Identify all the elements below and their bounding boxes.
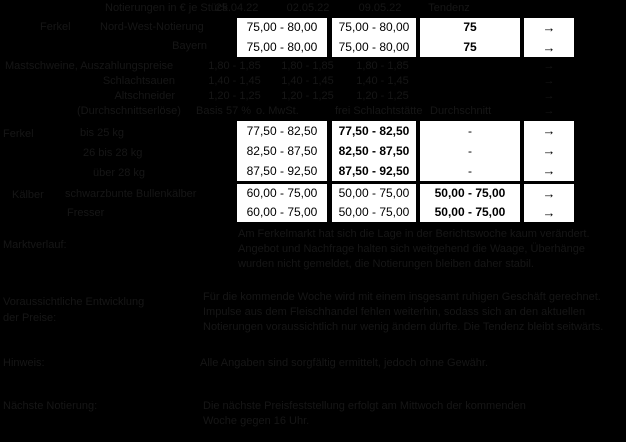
groupA-sublabel: Nord-West-Notierung: [100, 21, 204, 33]
price-value: -: [468, 124, 472, 138]
groupC-trend-box: → → →: [524, 121, 574, 181]
groupB-row3-v2: 1,20 - 1,25: [281, 90, 334, 102]
groupB-row2-v3: 1,40 - 1,45: [356, 75, 409, 87]
groupD-prev-box: 60,00 - 75,00 60,00 - 75,00: [237, 184, 327, 222]
note3-text: Alle Angaben sind sorgfältig ermittelt, …: [200, 357, 489, 369]
note4-label: Nächste Notierung:: [3, 400, 98, 412]
groupB-row2-label: Schlachtsauen: [102, 75, 175, 87]
note2-label-line2: der Preise:: [3, 312, 57, 324]
groupB-row4-v3: frei Schlachtstätte: [335, 105, 423, 117]
price-value: 75,00 - 80,00: [246, 20, 318, 34]
price-value: -: [468, 144, 472, 158]
groupB-row2-v1: 1,40 - 1,45: [208, 75, 261, 87]
groupB-row4-trend: →: [543, 105, 555, 117]
price-value: 75,00 - 80,00: [338, 20, 410, 34]
price-value: 50,00 - 75,00: [338, 205, 410, 219]
groupB-row3-v1: 1,20 - 1,25: [208, 90, 261, 102]
trend-arrow: →: [542, 143, 556, 158]
groupA-prev-box: 75,00 - 80,00 75,00 - 80,00: [237, 18, 327, 57]
groupB-row1-v2: 1,80 - 1,85: [281, 60, 334, 72]
groupC-row2-label: 26 bis 28 kg: [83, 147, 143, 159]
groupC-next-box: - - -: [420, 121, 520, 181]
groupB-row1-v1: 1,80 - 1,85: [208, 60, 261, 72]
price-value: 82,50 - 87,50: [246, 144, 318, 158]
groupC-current-box: 77,50 - 82,50 82,50 - 87,50 87,50 - 92,5…: [332, 121, 416, 181]
header-col-next: 09.05.22: [358, 2, 402, 14]
trend-arrow: →: [542, 163, 556, 178]
groupD-row1-label: schwarzbunte Bullenkälber: [65, 188, 197, 200]
price-value: 87,50 - 92,50: [338, 164, 410, 178]
price-value: 75,00 - 80,00: [246, 39, 318, 54]
header-col-current: 02.05.22: [286, 2, 330, 14]
groupC-row1-label: bis 25 kg: [80, 127, 125, 139]
price-value: 50,00 - 75,00: [434, 186, 506, 200]
note2-text: Für die kommende Woche wird mit einem in…: [203, 291, 604, 333]
groupB-row1-trend: →: [543, 60, 555, 72]
trend-arrow: →: [542, 123, 556, 138]
groupB-row2-v2: 1,40 - 1,45: [281, 75, 334, 87]
groupA-trend-box: → →: [524, 18, 574, 57]
groupA-row2-label: Bayern: [172, 40, 207, 52]
trend-arrow: →: [542, 186, 556, 201]
header-left-label: Notierungen in € je Stück: [105, 2, 228, 14]
price-value: 75: [463, 20, 477, 34]
note1-text: Am Ferkelmarkt hat sich die Lage in der …: [238, 228, 590, 270]
price-value: -: [468, 164, 472, 178]
groupB-row3-trend: →: [543, 90, 555, 102]
groupD-row2-label: Fresser: [67, 207, 105, 219]
groupB-row4-v1: Basis 57 %: [196, 105, 252, 117]
groupC-label: Ferkel: [3, 128, 34, 140]
price-value: 87,50 - 92,50: [246, 164, 318, 178]
groupB-row4-label: (Durchschnittserlöse): [77, 105, 181, 117]
note3-label: Hinweis:: [3, 357, 45, 369]
header-col-prev: 25.04.22: [215, 2, 259, 14]
groupB-row1-v3: 1,80 - 1,85: [356, 60, 409, 72]
groupD-label: Kälber: [12, 189, 44, 201]
price-value: 60,00 - 75,00: [246, 205, 318, 219]
groupD-next-box: 50,00 - 75,00 50,00 - 75,00: [420, 184, 520, 222]
note2-label-line1: Voraussichtliche Entwicklung: [3, 296, 145, 308]
groupC-prev-box: 77,50 - 82,50 82,50 - 87,50 87,50 - 92,5…: [237, 121, 327, 181]
trend-arrow: →: [542, 205, 556, 220]
groupB-row3-v3: 1,20 - 1,25: [356, 90, 409, 102]
price-value: 82,50 - 87,50: [338, 144, 410, 158]
groupB-row1-label: Mastschweine, Auszahlungspreise: [5, 60, 174, 72]
groupB-row4-v4: Durchschnitt: [430, 105, 492, 117]
trend-arrow: →: [542, 20, 556, 35]
groupD-current-box: 50,00 - 75,00 50,00 - 75,00: [332, 184, 416, 222]
price-value: 75,00 - 80,00: [338, 39, 410, 54]
groupB-row4-v2: o. MwSt.: [256, 105, 299, 117]
groupB-row2-trend: →: [543, 75, 555, 87]
groupA-label: Ferkel: [40, 21, 71, 33]
groupC-row3-label: über 28 kg: [93, 167, 145, 179]
groupD-trend-box: → →: [524, 184, 574, 222]
note4-text: Die nächste Preisfeststellung erfolgt am…: [203, 400, 526, 427]
price-value: 77,50 - 82,50: [246, 124, 318, 138]
price-value: 50,00 - 75,00: [338, 186, 410, 200]
groupA-next-box: 75 75: [420, 18, 520, 57]
price-value: 77,50 - 82,50: [338, 124, 410, 138]
trend-arrow: →: [542, 39, 556, 55]
price-value: 75: [463, 39, 477, 54]
groupA-current-box: 75,00 - 80,00 75,00 - 80,00: [332, 18, 416, 57]
price-value: 50,00 - 75,00: [434, 205, 506, 219]
header-col-trend: Tendenz: [428, 2, 470, 14]
groupB-row3-label: Altschneider: [114, 90, 175, 102]
note1-label: Marktverlauf:: [3, 239, 67, 251]
price-value: 60,00 - 75,00: [246, 186, 318, 200]
